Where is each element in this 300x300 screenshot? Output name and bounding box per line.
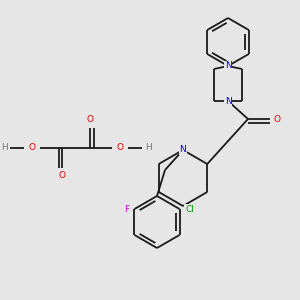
Text: O: O [86, 116, 94, 124]
Text: H: H [145, 143, 152, 152]
Text: H: H [1, 143, 7, 152]
Text: O: O [116, 143, 124, 152]
Text: N: N [180, 146, 186, 154]
Text: O: O [274, 115, 280, 124]
Text: O: O [28, 143, 35, 152]
Text: Cl: Cl [185, 205, 194, 214]
Text: O: O [58, 172, 65, 181]
Text: N: N [225, 61, 231, 70]
Text: N: N [225, 97, 231, 106]
Text: F: F [124, 205, 129, 214]
